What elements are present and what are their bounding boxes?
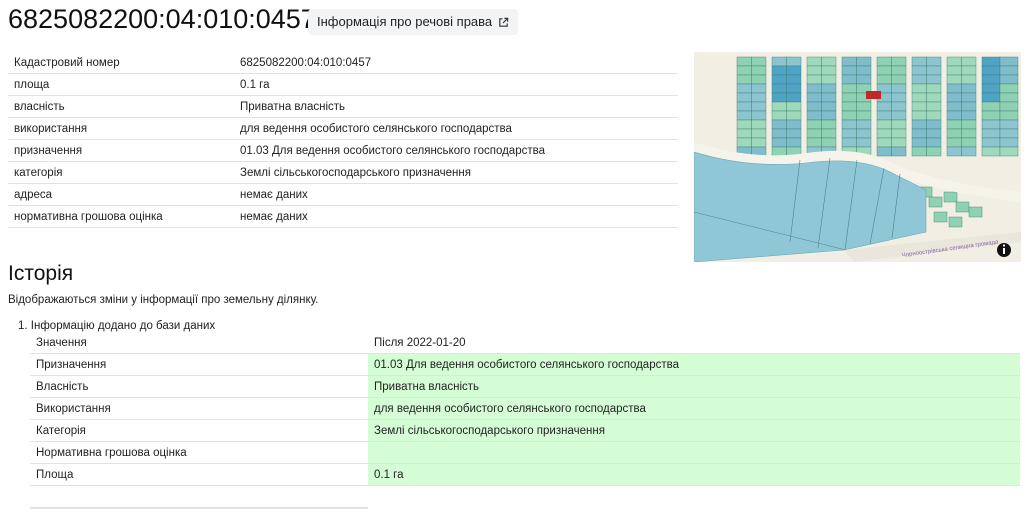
info-row: власність Приватна власність bbox=[8, 95, 678, 118]
info-label: призначення bbox=[8, 139, 234, 162]
info-icon[interactable] bbox=[997, 243, 1011, 257]
info-value: для ведення особистого селянського госпо… bbox=[234, 117, 678, 140]
history-row: Площа 0.1 га bbox=[30, 463, 1020, 486]
info-value: немає даних bbox=[234, 183, 678, 206]
info-label: Кадастровий номер bbox=[8, 52, 234, 74]
history-value: 01.03 Для ведення особистого селянського… bbox=[368, 353, 1020, 376]
info-label: використання bbox=[8, 117, 234, 140]
external-link-icon bbox=[499, 17, 509, 27]
history-label: Площа bbox=[30, 463, 368, 486]
history-label: Власність bbox=[30, 375, 368, 398]
info-value: немає даних bbox=[234, 205, 678, 228]
history-heading: Історія bbox=[8, 262, 74, 285]
history-header-value: Після 2022-01-20 bbox=[368, 332, 1020, 354]
info-label: площа bbox=[8, 73, 234, 96]
history-value: 0.1 га bbox=[368, 463, 1020, 486]
info-label: власність bbox=[8, 95, 234, 118]
info-label: адреса bbox=[8, 183, 234, 206]
history-header-label: Значення bbox=[30, 332, 368, 354]
info-label: нормативна грошова оцінка bbox=[8, 205, 234, 228]
info-row: адреса немає даних bbox=[8, 183, 678, 206]
history-row: Використання для ведення особистого селян… bbox=[30, 397, 1020, 420]
history-table: Значення Після 2022-01-20 Призначення 01.… bbox=[30, 332, 1020, 509]
history-label: Призначення bbox=[30, 353, 368, 376]
info-value: 01.03 Для ведення особистого селянського… bbox=[234, 139, 678, 162]
parcel-info-table: Кадастровий номер 6825082200:04:010:0457 п… bbox=[8, 52, 678, 228]
history-header-row: Значення Після 2022-01-20 bbox=[30, 332, 1020, 354]
rights-info-button[interactable]: Інформація про речові права bbox=[308, 9, 519, 35]
info-row: призначення 01.03 Для ведення особистого … bbox=[8, 139, 678, 162]
info-value: Приватна власність bbox=[234, 95, 678, 118]
history-value: Землі сільськогосподарського призначення bbox=[368, 419, 1020, 442]
info-row: категорія Землі сільськогосподарського пр… bbox=[8, 161, 678, 184]
history-entry-title: 1. Інформацію додано до бази даних bbox=[18, 320, 216, 332]
history-value bbox=[368, 441, 1020, 464]
history-row: Нормативна грошова оцінка bbox=[30, 441, 1020, 464]
history-label: Використання bbox=[30, 397, 368, 420]
info-value: 0.1 га bbox=[234, 73, 678, 96]
info-row: нормативна грошова оцінка немає даних bbox=[8, 205, 678, 228]
selected-parcel-marker bbox=[866, 91, 881, 99]
history-row: Призначення 01.03 Для ведення особистого … bbox=[30, 353, 1020, 376]
history-label: Нормативна грошова оцінка bbox=[30, 441, 368, 464]
history-description: Відображаються зміни у інформації про зе… bbox=[8, 294, 319, 306]
page-title: 6825082200:04:010:0457 bbox=[8, 4, 316, 34]
history-spacer bbox=[30, 485, 368, 509]
history-value: для ведення особистого селянського госпо… bbox=[368, 397, 1020, 420]
info-row: використання для ведення особистого селян… bbox=[8, 117, 678, 140]
info-value: Землі сільськогосподарського призначення bbox=[234, 161, 678, 184]
rights-button-label: Інформація про речові права bbox=[317, 14, 493, 29]
history-row: Власність Приватна власність bbox=[30, 375, 1020, 398]
info-label: категорія bbox=[8, 161, 234, 184]
history-label: Категорія bbox=[30, 419, 368, 442]
history-value: Приватна власність bbox=[368, 375, 1020, 398]
info-row: площа 0.1 га bbox=[8, 73, 678, 96]
info-row: Кадастровий номер 6825082200:04:010:0457 bbox=[8, 52, 678, 74]
info-value: 6825082200:04:010:0457 bbox=[234, 52, 678, 74]
history-row: Категорія Землі сільськогосподарського пр… bbox=[30, 419, 1020, 442]
parcel-map[interactable]: Чорноострівська селищна громада bbox=[694, 52, 1021, 262]
